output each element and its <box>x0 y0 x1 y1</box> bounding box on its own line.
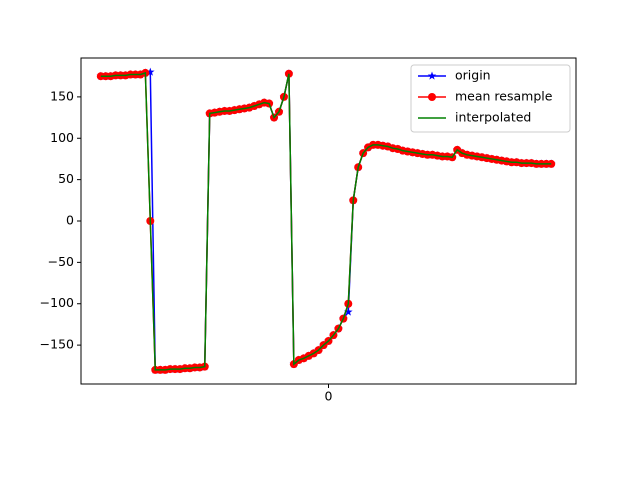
y-tick-label: −150 <box>40 337 74 352</box>
y-tick-label: 50 <box>58 171 74 186</box>
y-tick-label: −50 <box>48 254 74 269</box>
y-tick-label: 0 <box>66 213 74 228</box>
y-tick-label: 100 <box>50 130 74 145</box>
plot-frame <box>80 57 577 385</box>
series-line <box>100 71 552 371</box>
legend-label: origin <box>455 68 491 83</box>
point <box>344 307 353 316</box>
legend-marker <box>428 93 436 101</box>
y-tick-label: 150 <box>50 88 74 103</box>
x-tick-label: 0 <box>325 389 333 404</box>
legend-label: mean resample <box>455 89 553 104</box>
point <box>146 67 155 76</box>
legend-box <box>410 64 571 133</box>
legend-label: interpolated <box>455 110 531 125</box>
legend-marker <box>427 71 437 80</box>
y-tick-label: −100 <box>40 295 74 310</box>
